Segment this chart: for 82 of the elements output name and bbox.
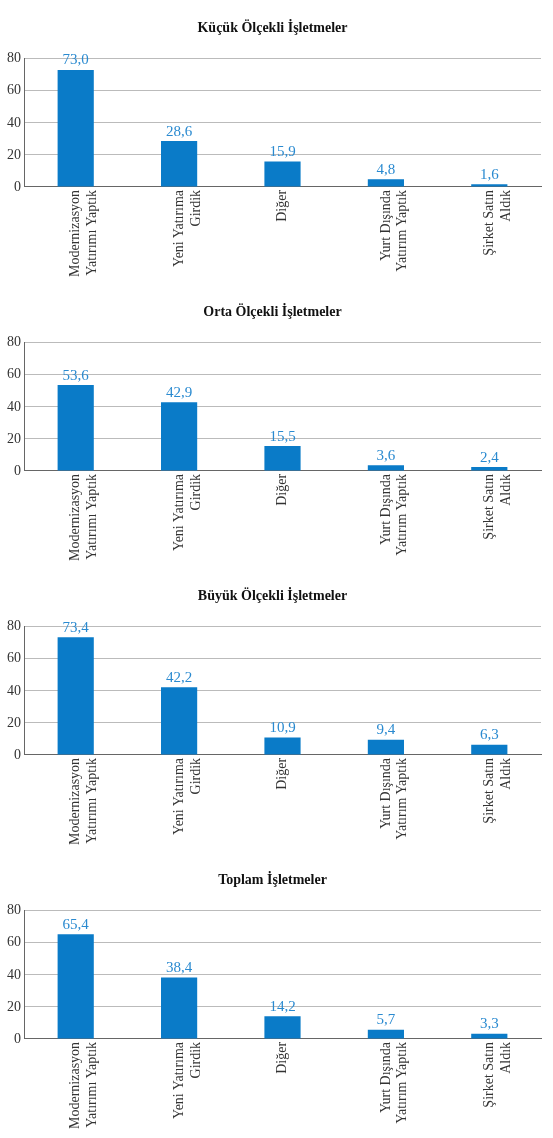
data-label: 5,7 (376, 1011, 396, 1028)
bar (264, 161, 301, 187)
y-tick-label: 60 (7, 366, 21, 382)
data-label: 73,0 (62, 51, 89, 68)
chart-title: Orta Ölçekli İşletmeler (203, 303, 342, 320)
data-label: 42,2 (165, 668, 193, 685)
y-tick-label: 40 (7, 398, 21, 414)
x-tick-label: Diğer (274, 473, 290, 506)
bar (57, 385, 94, 471)
data-label: 14,2 (269, 997, 296, 1014)
y-tick-label: 80 (7, 334, 21, 350)
bar (471, 184, 508, 187)
data-label: 38,4 (165, 958, 193, 975)
x-tick-label: Yeni Yatırıma Girdik (170, 757, 203, 836)
chart-title: Büyük Ölçekli İşletmeler (197, 587, 348, 604)
bar (367, 179, 404, 187)
x-tick-label: Modernizasyon Yatırımı Yaptık (67, 757, 100, 845)
data-label: 9,4 (376, 721, 396, 738)
chart-title: Küçük Ölçekli İşletmeler (197, 19, 348, 36)
x-tick-label: Yurt Dışında Yatırım Yaptık (377, 757, 410, 840)
x-tick-label: Modernizasyon Yatırımı Yaptık (67, 473, 100, 561)
bar (161, 977, 198, 1039)
y-tick-label: 0 (14, 462, 21, 478)
data-label: 4,8 (376, 160, 396, 177)
data-label: 15,9 (269, 142, 296, 159)
x-tick-label: Şirket Satın Aldık (480, 473, 513, 540)
data-label: 10,9 (269, 718, 296, 735)
bar (367, 1029, 404, 1039)
y-tick-label: 20 (7, 714, 21, 730)
data-label: 3,3 (479, 1015, 499, 1032)
x-tick-label: Yeni Yatırıma Girdik (170, 1041, 203, 1120)
y-tick-label: 40 (7, 966, 21, 982)
y-tick-label: 40 (7, 114, 21, 130)
bar (471, 744, 508, 755)
data-label: 53,6 (62, 366, 90, 383)
bar (57, 637, 94, 755)
y-tick-label: 0 (14, 1030, 21, 1046)
data-label: 3,6 (376, 446, 396, 463)
bar (161, 141, 198, 187)
x-tick-label: Yeni Yatırıma Girdik (170, 473, 203, 552)
bar (264, 446, 301, 471)
x-tick-label: Yurt Dışında Yatırım Yaptık (377, 473, 410, 556)
x-tick-label: Modernizasyon Yatırımı Yaptık (67, 189, 100, 277)
y-tick-label: 80 (7, 902, 21, 918)
data-label: 28,6 (165, 122, 193, 139)
bar (264, 1016, 301, 1039)
x-tick-label: Yeni Yatırıma Girdik (170, 189, 203, 268)
y-tick-label: 80 (7, 50, 21, 66)
x-tick-label: Şirket Satın Aldık (480, 189, 513, 256)
x-tick-label: Diğer (274, 757, 290, 790)
bar (161, 687, 198, 755)
bar (367, 465, 404, 471)
data-label: 2,4 (479, 448, 500, 465)
x-tick-label: Şirket Satın Aldık (480, 757, 513, 824)
y-tick-label: 20 (7, 430, 21, 446)
data-label: 65,4 (62, 915, 90, 932)
y-tick-label: 80 (7, 618, 21, 634)
data-label: 6,3 (479, 726, 499, 743)
bar (161, 402, 198, 471)
data-label: 1,6 (479, 165, 500, 182)
chart-title: Toplam İşletmeler (218, 871, 327, 888)
data-label: 42,9 (165, 383, 193, 400)
y-tick-label: 60 (7, 650, 21, 666)
x-tick-label: Yurt Dışında Yatırım Yaptık (377, 1041, 410, 1124)
x-tick-label: Diğer (274, 189, 290, 222)
bar (57, 934, 94, 1039)
data-label: 15,5 (269, 427, 296, 444)
y-tick-label: 20 (7, 146, 21, 162)
bar (367, 739, 404, 755)
x-tick-label: Yurt Dışında Yatırım Yaptık (377, 189, 410, 272)
data-label: 73,4 (62, 618, 90, 635)
y-tick-label: 60 (7, 934, 21, 950)
x-tick-label: Modernizasyon Yatırımı Yaptık (67, 1041, 100, 1129)
bar (264, 737, 301, 755)
bar (57, 70, 94, 187)
y-tick-label: 0 (14, 746, 21, 762)
y-tick-label: 40 (7, 682, 21, 698)
y-tick-label: 20 (7, 998, 21, 1014)
x-tick-label: Diğer (274, 1041, 290, 1074)
y-tick-label: 0 (14, 178, 21, 194)
x-tick-label: Şirket Satın Aldık (480, 1041, 513, 1108)
y-tick-label: 60 (7, 82, 21, 98)
